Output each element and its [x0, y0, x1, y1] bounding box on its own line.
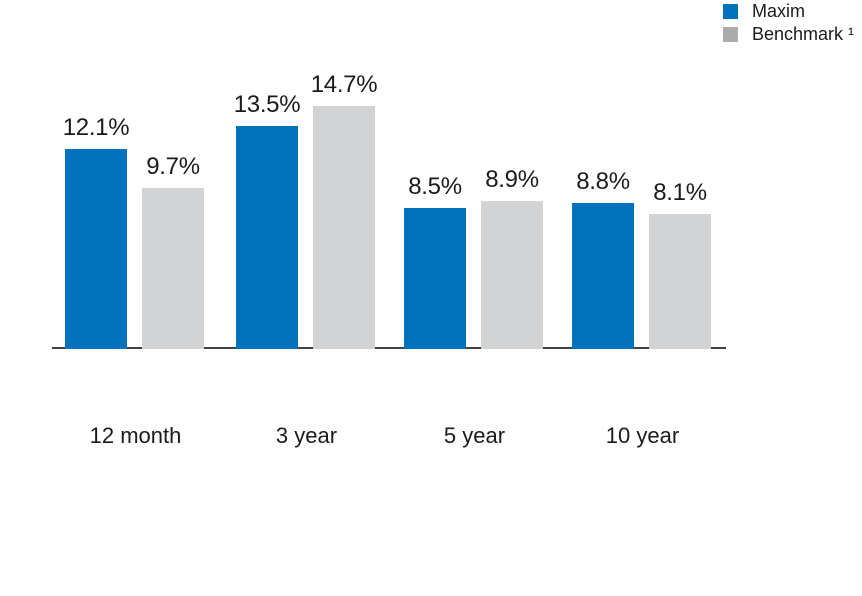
legend-item-benchmark: Benchmark ¹	[723, 25, 854, 44]
x-axis-line	[52, 347, 726, 349]
value-label-maxim-5-year: 8.5%	[408, 173, 462, 200]
legend-item-maxim: Maxim	[723, 2, 854, 21]
legend-label-benchmark: Benchmark ¹	[752, 24, 855, 44]
category-label-5-year: 5 year	[443, 423, 506, 448]
category-label-3-year: 3 year	[275, 423, 338, 448]
bar-maxim-3-year	[236, 126, 298, 349]
value-label-maxim-12-month: 12.1%	[62, 114, 130, 141]
bar-benchmark-3-year	[313, 106, 375, 349]
value-label-benchmark-12-month: 9.7%	[146, 153, 200, 180]
value-label-maxim-3-year: 13.5%	[233, 91, 301, 118]
maxim-swatch-icon	[723, 4, 738, 19]
value-label-benchmark-5-year: 8.9%	[485, 166, 539, 193]
category-label-10-year: 10 year	[605, 423, 680, 448]
category-label-12-month: 12 month	[89, 423, 182, 448]
bar-benchmark-12-month	[142, 188, 204, 349]
value-label-benchmark-10-year: 8.1%	[653, 179, 707, 206]
legend: Maxim Benchmark ¹	[723, 2, 854, 48]
bar-benchmark-5-year	[481, 201, 543, 349]
value-label-maxim-10-year: 8.8%	[576, 168, 630, 195]
bar-maxim-10-year	[572, 203, 634, 349]
bar-maxim-12-month	[65, 149, 127, 349]
value-label-benchmark-3-year: 14.7%	[310, 71, 378, 98]
benchmark-swatch-icon	[723, 27, 738, 42]
bar-benchmark-10-year	[649, 214, 711, 349]
bar-maxim-5-year	[404, 208, 466, 349]
legend-label-maxim: Maxim	[752, 1, 805, 21]
